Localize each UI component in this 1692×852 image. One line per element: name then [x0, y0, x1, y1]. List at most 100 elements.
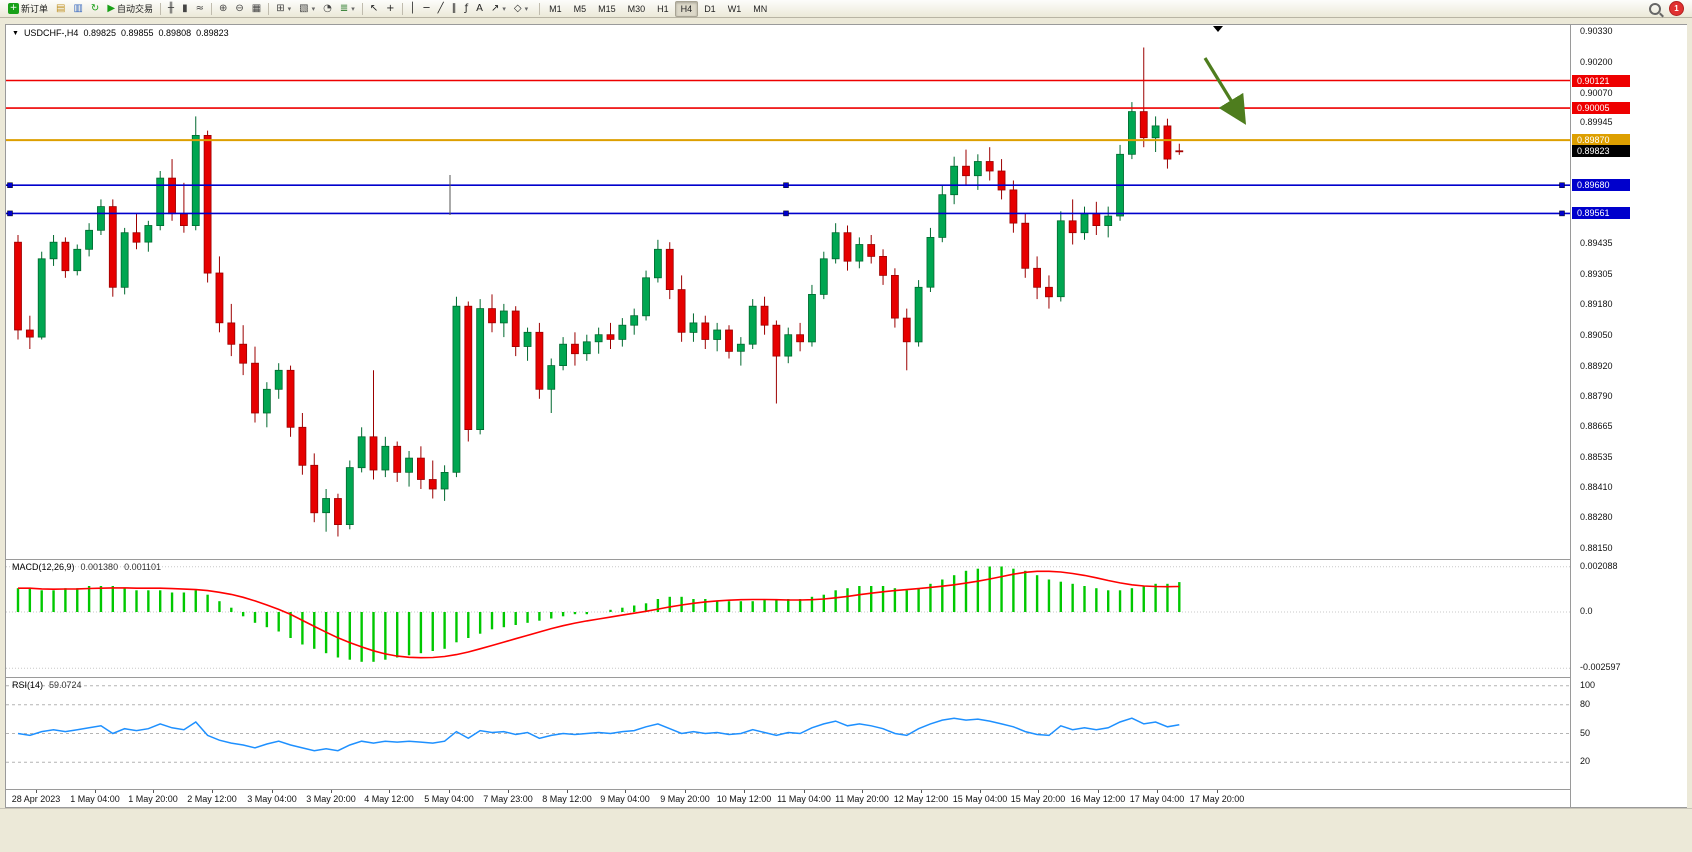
search-icon[interactable]: [1649, 2, 1661, 15]
toolbar-button-crosshair[interactable]: +: [382, 1, 398, 17]
refresh-icon: ↻: [90, 3, 100, 14]
toolbar-button-text-label[interactable]: A: [472, 1, 487, 17]
time-tick: [685, 790, 686, 793]
toolbar-button-horizontal-line[interactable]: ─: [420, 1, 434, 17]
toolbar-button-zoom-out[interactable]: ⊖: [231, 1, 247, 17]
candle: [606, 334, 615, 340]
candlestick-chart[interactable]: [6, 25, 1570, 559]
candle: [962, 165, 970, 177]
autotrade-icon: ▶: [107, 3, 116, 14]
toolbar-button-profiles[interactable]: ▧ ▾: [295, 1, 319, 17]
timeframe-W1[interactable]: W1: [727, 3, 742, 14]
candle: [488, 308, 496, 324]
timeframe-H4[interactable]: H4: [674, 0, 699, 17]
vertical-line-icon: │: [409, 3, 416, 14]
macd-pane[interactable]: MACD(12,26,9) 0.001380 0.001101: [6, 559, 1570, 677]
timeframe-M1[interactable]: M1: [549, 3, 562, 14]
candle: [108, 206, 117, 288]
candle: [701, 322, 710, 340]
toolbar-button-chart-list[interactable]: ▤: [52, 1, 69, 17]
candle: [1033, 267, 1041, 288]
timeframe-M30[interactable]: M30: [627, 3, 646, 14]
rsi-axis-label: 80: [1580, 699, 1591, 709]
price-tick: 0.88920: [1580, 361, 1613, 371]
toolbar-button-fibonacci[interactable]: ƒ: [461, 1, 473, 17]
candle: [784, 334, 793, 357]
notification-badge[interactable]: 1: [1669, 1, 1684, 16]
price-badge: 0.89870: [1572, 134, 1630, 146]
candle: [1009, 189, 1018, 224]
candle: [1139, 111, 1148, 139]
toolbar-button-ohlc-bars[interactable]: ╫: [164, 1, 178, 17]
candle: [926, 236, 935, 288]
line-handle: [7, 182, 13, 188]
time-tick: [1038, 790, 1039, 793]
price-tick: 0.90330: [1580, 26, 1613, 36]
candle: [997, 170, 1006, 191]
period-clock-icon: ◔: [323, 3, 332, 14]
toolbar-button-autotrade[interactable]: ▶ 自动交易: [103, 1, 157, 17]
candle: [796, 334, 804, 343]
toolbar-button-shapes[interactable]: ◇ ▾: [510, 1, 532, 17]
time-label: 9 May 04:00: [600, 794, 650, 804]
new-chart-icon: ⊞: [276, 3, 285, 14]
toolbar-button-tile-windows[interactable]: ▦: [248, 1, 265, 17]
toolbar-button-line-chart[interactable]: ≈: [192, 1, 208, 17]
rsi-pane[interactable]: RSI(14) 59.0724: [6, 677, 1570, 789]
candle: [594, 334, 603, 343]
candle: [1175, 150, 1184, 153]
timeframe-MN[interactable]: MN: [753, 3, 768, 14]
price-tick: 0.90070: [1580, 88, 1613, 98]
toolbar-button-new-order[interactable]: + 新订单: [4, 1, 52, 17]
timeframe-toolbar: M1 M5 M15 M30 H1 H4 D1 W1 MN: [536, 0, 773, 17]
candle: [298, 426, 307, 466]
candle: [677, 289, 686, 333]
candle: [227, 322, 236, 345]
toolbar-button-new-chart[interactable]: ⊞ ▾: [272, 1, 295, 17]
toolbar-button-zoom-in[interactable]: ⊕: [215, 1, 231, 17]
time-label: 4 May 12:00: [364, 794, 414, 804]
price-chart-pane[interactable]: ▼ USDCHF-,H4 0.89825 0.89855 0.89808 0.8…: [6, 25, 1570, 559]
rsi-chart[interactable]: [6, 678, 1570, 789]
profiles-icon: ▧: [299, 3, 309, 14]
toolbar-button-period-clock[interactable]: ◔: [319, 1, 336, 17]
tile-windows-icon: ▦: [251, 3, 262, 14]
candle: [511, 310, 520, 347]
price-tick: 0.89180: [1580, 299, 1613, 309]
timeframe-D1[interactable]: D1: [704, 3, 716, 14]
candle: [1068, 220, 1077, 234]
candle: [950, 165, 959, 196]
candle: [132, 232, 141, 243]
toolbar-button-indicators[interactable]: ≣ ▾: [336, 1, 359, 17]
time-label: 3 May 04:00: [247, 794, 297, 804]
time-label: 12 May 12:00: [893, 794, 949, 804]
price-axis[interactable]: 0.90330 0.90200 0.90070 0.89945 0.89435 0.893…: [1570, 25, 1687, 807]
ohlc-high: 0.89855: [121, 28, 154, 38]
chevron-down-icon[interactable]: ▼: [12, 29, 19, 37]
line-chart-icon: ≈: [195, 3, 204, 14]
time-tick: [389, 790, 390, 793]
toolbar-button-refresh[interactable]: ↻: [87, 1, 103, 17]
time-axis[interactable]: 28 Apr 2023 1 May 04:00 1 May 20:00 2 May 1…: [6, 789, 1570, 807]
toolbar-separator: [401, 2, 403, 15]
toolbar-button-arrow-objects[interactable]: ↗ ▾: [487, 1, 510, 17]
time-label: 2 May 12:00: [187, 794, 237, 804]
macd-main-value: 0.001380: [80, 562, 119, 572]
toolbar: + 新订单 ▤ ▥ ↻ ▶ 自动交易 ╫ ▮ ≈ ⊕ ⊖ ▦ ⊞ ▾ ▧ ▾ ◔ ≣ ▾ ↖ + │ ─ ╱ ∥ ƒ A ↗ ▾ ◇ ▾ M1…: [0, 0, 1692, 18]
candle: [736, 343, 745, 352]
candle: [772, 324, 781, 357]
toolbar-button-vertical-line[interactable]: │: [406, 1, 420, 17]
toolbar-button-candlestick[interactable]: ▮: [178, 1, 192, 17]
candle: [535, 331, 544, 390]
toolbar-button-channel[interactable]: ∥: [448, 1, 461, 17]
macd-chart[interactable]: [6, 560, 1570, 677]
candle: [808, 293, 816, 343]
timeframe-H1[interactable]: H1: [657, 3, 669, 14]
timeframe-M5[interactable]: M5: [573, 3, 587, 14]
toolbar-button-cursor[interactable]: ↖: [366, 1, 382, 17]
toolbar-button-trendline[interactable]: ╱: [434, 1, 448, 17]
candle: [239, 343, 248, 364]
toolbar-button-market-watch[interactable]: ▥: [69, 1, 86, 17]
time-tick: [95, 790, 96, 793]
timeframe-M15[interactable]: M15: [598, 3, 616, 14]
